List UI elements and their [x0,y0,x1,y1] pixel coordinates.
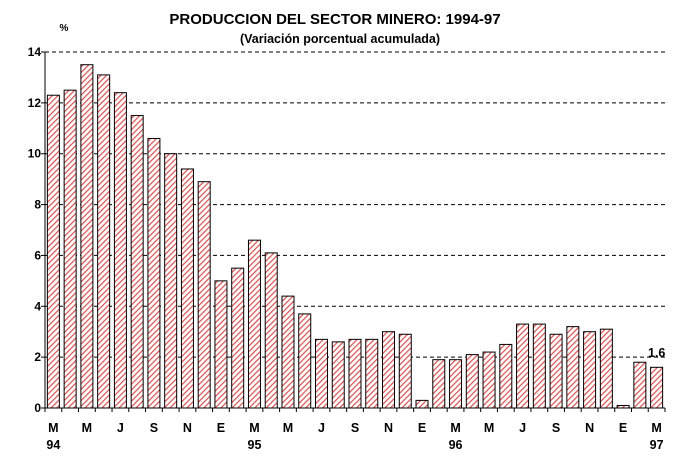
bar-d [197,181,211,409]
bars [46,64,664,409]
bar-d [398,333,412,409]
bar-m [247,239,261,409]
x-tick-label: J [519,421,526,435]
x-year-label: 95 [248,438,262,452]
x-tick-label: M [82,421,92,435]
x-tick-label: J [318,421,325,435]
x-tick-label: E [619,421,627,435]
x-tick-label: E [418,421,426,435]
y-tick-label: 10 [28,147,42,161]
y-tick-label: 6 [34,248,41,262]
bar-s [549,333,563,409]
bar-f [231,267,245,409]
x-tick-labels: M M J S N E M M J S N E M M J S N E M 94 95 96 97 [46,421,663,452]
bar-j [314,338,328,409]
bar-e [214,280,228,409]
bar-m [46,94,60,409]
y-unit-label: % [60,23,69,34]
y-tick-label: 0 [34,401,41,415]
bar-o [164,153,178,409]
bar-j [97,74,111,409]
bar-n [583,331,597,409]
bar-a [532,323,546,409]
bar-o [365,338,379,409]
bar-d [599,328,613,409]
bar-n [382,331,396,409]
y-tick-label: 4 [34,299,41,313]
axes [41,51,666,412]
bar-m [650,366,664,409]
x-tick-label: E [217,421,225,435]
bar-a [264,252,278,409]
bar-a [331,341,345,409]
bar-a [63,89,77,409]
bar-a [465,354,479,409]
last-value-label: 1.6 [648,346,665,360]
y-tick-label: 14 [28,45,42,59]
bar-e [415,399,429,409]
x-tick-label: S [150,421,158,435]
x-tick-label: M [283,421,293,435]
bar-m [449,359,463,409]
x-tick-label: N [585,421,594,435]
bar-f [432,359,446,409]
bar-j [499,343,513,409]
x-tick-label: S [351,421,359,435]
x-tick-label: M [48,421,58,435]
bar-s [348,338,362,409]
chart-title: PRODUCCION DEL SECTOR MINERO: 1994-97 [169,11,500,28]
chart-subtitle: (Variación porcentual acumulada) [240,32,440,46]
x-tick-label: M [450,421,460,435]
y-tick-label: 12 [28,96,42,110]
bar-j [113,92,127,409]
x-tick-label: M [651,421,661,435]
x-tick-label: N [183,421,192,435]
bar-n [180,168,194,409]
x-tick-label: M [249,421,259,435]
bar-j [298,313,312,409]
bar-m [482,351,496,409]
bar-a [130,115,144,409]
y-tick-label: 8 [34,198,41,212]
bar-o [566,326,580,409]
bar-m [80,64,94,409]
bar-m [281,295,295,409]
x-year-label: 97 [650,438,664,452]
x-tick-label: J [117,421,124,435]
x-tick-label: S [552,421,560,435]
bar-j [516,323,530,409]
y-tick-label: 2 [34,350,41,364]
x-tick-label: N [384,421,393,435]
bar-f [633,361,647,409]
bar-s [147,137,161,409]
x-year-label: 94 [46,438,60,452]
x-tick-label: M [484,421,494,435]
y-tick-labels: 0 2 4 6 8 10 12 14 [28,45,42,415]
x-year-label: 96 [449,438,463,452]
